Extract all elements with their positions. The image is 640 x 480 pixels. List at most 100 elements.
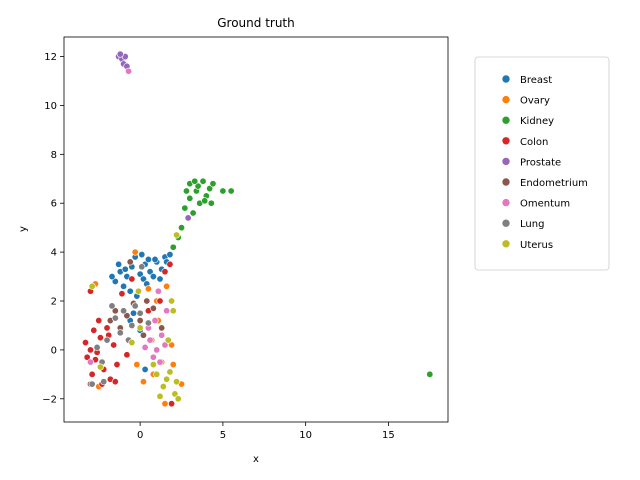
data-point — [110, 341, 118, 349]
data-point — [118, 290, 126, 298]
data-point — [90, 326, 98, 334]
data-point — [126, 258, 134, 266]
data-point — [128, 321, 136, 329]
data-point — [96, 334, 104, 342]
y-tick-label: 2 — [51, 297, 57, 308]
data-point — [103, 336, 111, 344]
data-point — [158, 324, 166, 332]
data-point — [86, 346, 94, 354]
y-axis-ticks: −2 0 2 4 6 8 10 12 — [42, 52, 64, 405]
data-point — [161, 268, 169, 276]
data-point — [169, 243, 177, 251]
data-point — [174, 395, 182, 403]
data-point — [95, 317, 103, 325]
data-point — [138, 263, 146, 271]
legend-marker — [501, 177, 511, 187]
data-point — [136, 270, 144, 278]
data-point — [151, 317, 159, 325]
y-tick-label: 10 — [44, 101, 57, 112]
legend-label: Colon — [520, 137, 548, 148]
data-point — [168, 297, 176, 305]
data-point — [133, 361, 141, 369]
data-point — [116, 329, 124, 337]
data-point — [171, 390, 179, 398]
legend-label: Uterus — [520, 240, 553, 251]
data-point — [219, 187, 227, 195]
data-point — [103, 324, 111, 332]
data-point — [181, 204, 189, 212]
data-point — [156, 358, 164, 366]
data-point — [158, 331, 166, 339]
data-point — [227, 187, 235, 195]
data-point — [144, 285, 152, 293]
data-point — [166, 251, 174, 259]
data-point — [121, 265, 129, 273]
data-point — [139, 275, 147, 283]
chart-title: Ground truth — [217, 16, 295, 30]
data-point — [141, 365, 149, 373]
data-point — [111, 378, 119, 386]
legend-label: Breast — [520, 75, 552, 86]
data-point — [88, 282, 96, 290]
y-tick-label: 4 — [51, 248, 57, 259]
data-point — [166, 260, 174, 268]
data-point — [169, 307, 177, 315]
data-point — [178, 224, 186, 232]
y-tick-label: 0 — [51, 345, 57, 356]
plot-frame — [63, 36, 449, 423]
legend-label: Kidney — [520, 116, 554, 127]
data-point — [199, 177, 207, 185]
data-point — [128, 275, 136, 283]
data-point — [86, 358, 94, 366]
data-point — [128, 339, 136, 347]
data-point — [115, 260, 123, 268]
data-point — [209, 180, 217, 188]
legend-marker — [501, 218, 511, 228]
data-point — [120, 307, 128, 315]
data-point — [130, 309, 138, 317]
data-point — [120, 282, 128, 290]
legend-frame — [474, 56, 610, 271]
data-point — [206, 185, 214, 193]
data-point — [163, 307, 171, 315]
data-point — [149, 361, 157, 369]
data-point — [191, 177, 199, 185]
data-point — [111, 277, 119, 285]
legend-label: Endometrium — [520, 178, 588, 189]
data-point — [83, 353, 91, 361]
x-tick-label: 10 — [299, 430, 312, 441]
x-tick-label: 5 — [220, 430, 226, 441]
legend-label: Lung — [520, 219, 544, 230]
legend-marker — [501, 115, 511, 125]
data-point — [111, 314, 119, 322]
data-point — [149, 304, 157, 312]
data-point — [159, 383, 167, 391]
data-point — [173, 378, 181, 386]
y-tick-label: 12 — [44, 52, 57, 63]
data-point — [186, 194, 194, 202]
data-point — [123, 351, 131, 359]
data-point — [156, 297, 164, 305]
x-axis-label: x — [253, 454, 259, 465]
data-point — [126, 287, 134, 295]
legend-label: Omentum — [520, 199, 570, 210]
data-point — [201, 197, 209, 205]
data-point — [194, 182, 202, 190]
data-point — [139, 378, 147, 386]
data-point — [149, 353, 157, 361]
data-point — [139, 331, 147, 339]
data-point — [82, 339, 90, 347]
data-point — [156, 392, 164, 400]
legend-marker — [501, 239, 511, 249]
data-point — [184, 214, 192, 222]
data-point — [134, 287, 142, 295]
legend-marker — [501, 74, 511, 84]
data-point — [88, 370, 96, 378]
data-point — [164, 336, 172, 344]
data-point — [156, 275, 164, 283]
x-axis-ticks: 0 5 10 15 — [137, 422, 395, 441]
data-point — [131, 248, 139, 256]
legend-marker — [501, 198, 511, 207]
data-point — [173, 231, 181, 239]
